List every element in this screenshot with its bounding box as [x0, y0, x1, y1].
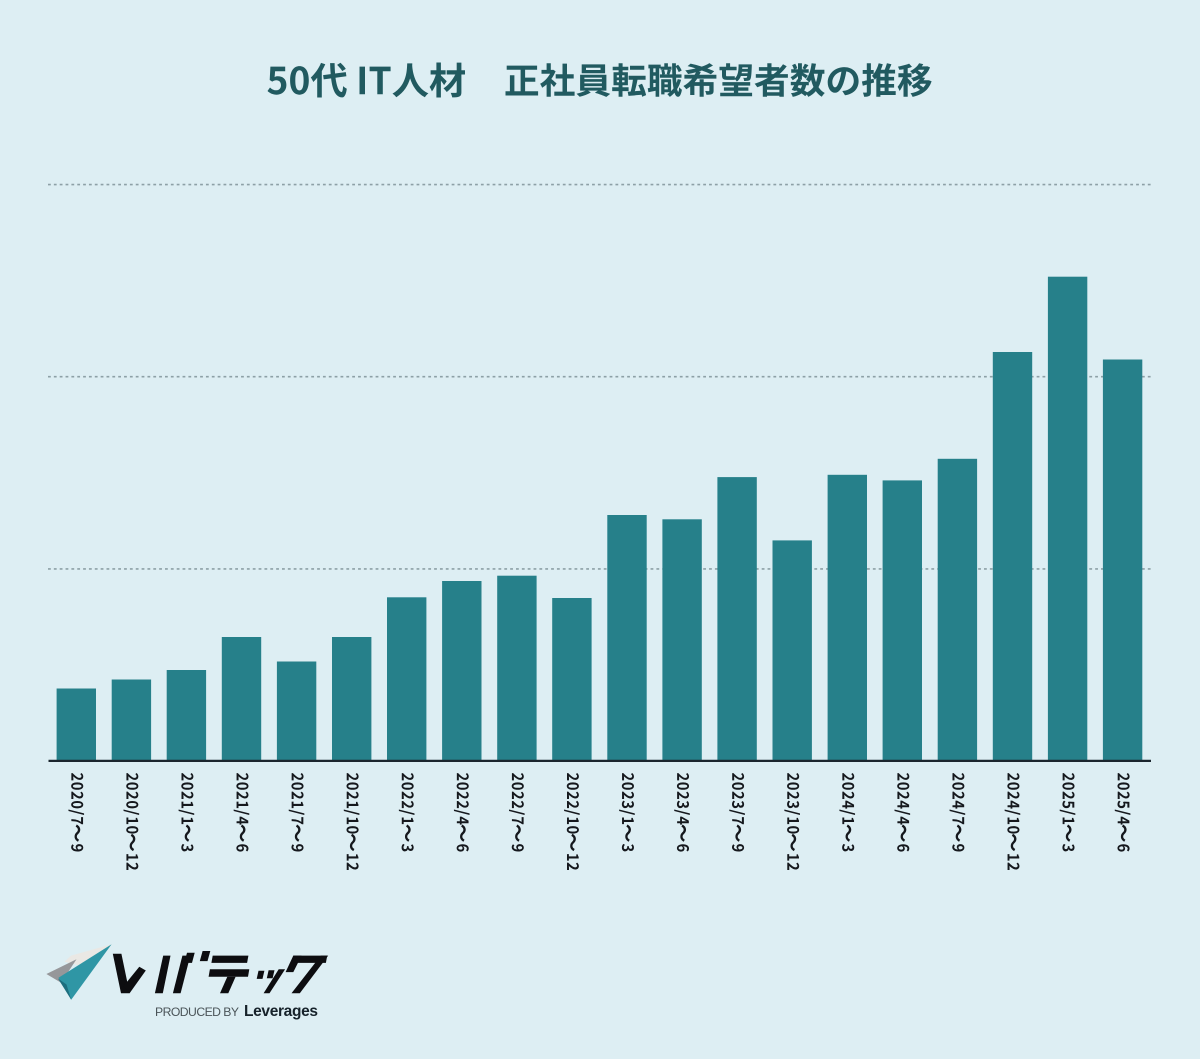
svg-text:Leverages: Leverages: [244, 1003, 318, 1020]
svg-text:PRODUCED BY: PRODUCED BY: [155, 1005, 239, 1019]
